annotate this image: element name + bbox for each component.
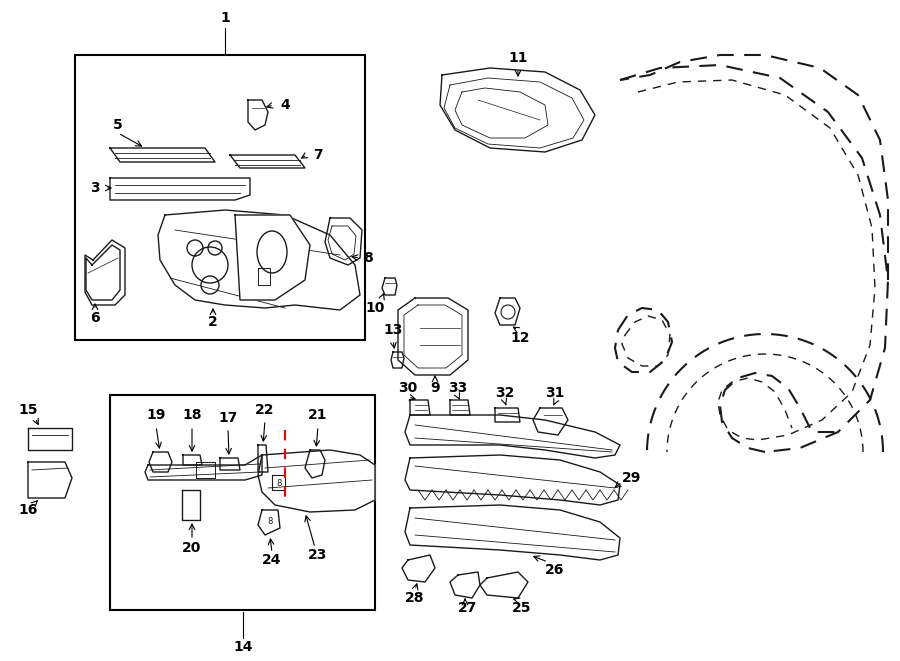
- Bar: [110, 395, 375, 610]
- Text: 20: 20: [183, 541, 202, 555]
- Text: 4: 4: [280, 98, 290, 112]
- Text: 16: 16: [18, 503, 38, 517]
- Text: 26: 26: [545, 563, 564, 577]
- Polygon shape: [272, 475, 285, 490]
- Polygon shape: [405, 455, 620, 505]
- Text: 8: 8: [267, 518, 273, 527]
- Polygon shape: [183, 455, 202, 465]
- Text: 3: 3: [90, 181, 100, 195]
- Text: 9: 9: [430, 381, 440, 395]
- Polygon shape: [248, 100, 268, 130]
- Text: 6: 6: [90, 311, 100, 325]
- Polygon shape: [495, 408, 520, 422]
- Text: 24: 24: [262, 553, 282, 567]
- Text: 15: 15: [18, 403, 38, 417]
- Polygon shape: [230, 155, 305, 168]
- Bar: [75, 55, 365, 340]
- Polygon shape: [28, 428, 72, 450]
- Polygon shape: [325, 218, 362, 265]
- Text: 10: 10: [365, 301, 384, 315]
- Polygon shape: [440, 68, 595, 152]
- Polygon shape: [182, 490, 200, 520]
- Polygon shape: [258, 445, 268, 472]
- Polygon shape: [495, 298, 520, 325]
- Polygon shape: [110, 178, 250, 200]
- Text: 25: 25: [512, 601, 532, 615]
- Polygon shape: [28, 462, 72, 498]
- Text: 23: 23: [309, 548, 328, 562]
- Polygon shape: [402, 555, 435, 582]
- Polygon shape: [480, 572, 528, 598]
- Polygon shape: [533, 408, 568, 435]
- Text: 19: 19: [147, 408, 166, 422]
- Text: 28: 28: [405, 591, 425, 605]
- Polygon shape: [158, 210, 360, 310]
- Polygon shape: [305, 450, 325, 478]
- Text: 14: 14: [233, 640, 253, 654]
- Polygon shape: [149, 452, 172, 472]
- Polygon shape: [220, 458, 240, 470]
- Text: 29: 29: [622, 471, 642, 485]
- Text: 30: 30: [399, 381, 418, 395]
- Polygon shape: [382, 278, 397, 295]
- Text: 8: 8: [363, 251, 373, 265]
- Polygon shape: [110, 148, 215, 162]
- Polygon shape: [405, 415, 620, 458]
- Text: 18: 18: [182, 408, 202, 422]
- Text: 27: 27: [458, 601, 478, 615]
- Text: 13: 13: [383, 323, 402, 337]
- Text: 8: 8: [276, 479, 282, 488]
- Polygon shape: [410, 400, 430, 415]
- Polygon shape: [405, 505, 620, 560]
- Polygon shape: [235, 215, 310, 300]
- Polygon shape: [450, 572, 480, 598]
- Text: 17: 17: [219, 411, 238, 425]
- Text: 21: 21: [308, 408, 328, 422]
- Text: 1: 1: [220, 11, 230, 25]
- Polygon shape: [85, 240, 125, 305]
- Text: 33: 33: [448, 381, 468, 395]
- Text: 2: 2: [208, 315, 218, 329]
- Polygon shape: [145, 455, 262, 480]
- Text: 7: 7: [313, 148, 323, 162]
- Polygon shape: [258, 450, 375, 512]
- Text: 31: 31: [545, 386, 564, 400]
- Text: 32: 32: [495, 386, 515, 400]
- Polygon shape: [450, 400, 470, 415]
- Text: 5: 5: [113, 118, 123, 132]
- Text: 12: 12: [510, 331, 530, 345]
- Text: 22: 22: [256, 403, 274, 417]
- Polygon shape: [258, 510, 280, 535]
- Polygon shape: [86, 245, 120, 300]
- Text: 11: 11: [508, 51, 527, 65]
- Polygon shape: [391, 352, 404, 368]
- Polygon shape: [398, 298, 468, 375]
